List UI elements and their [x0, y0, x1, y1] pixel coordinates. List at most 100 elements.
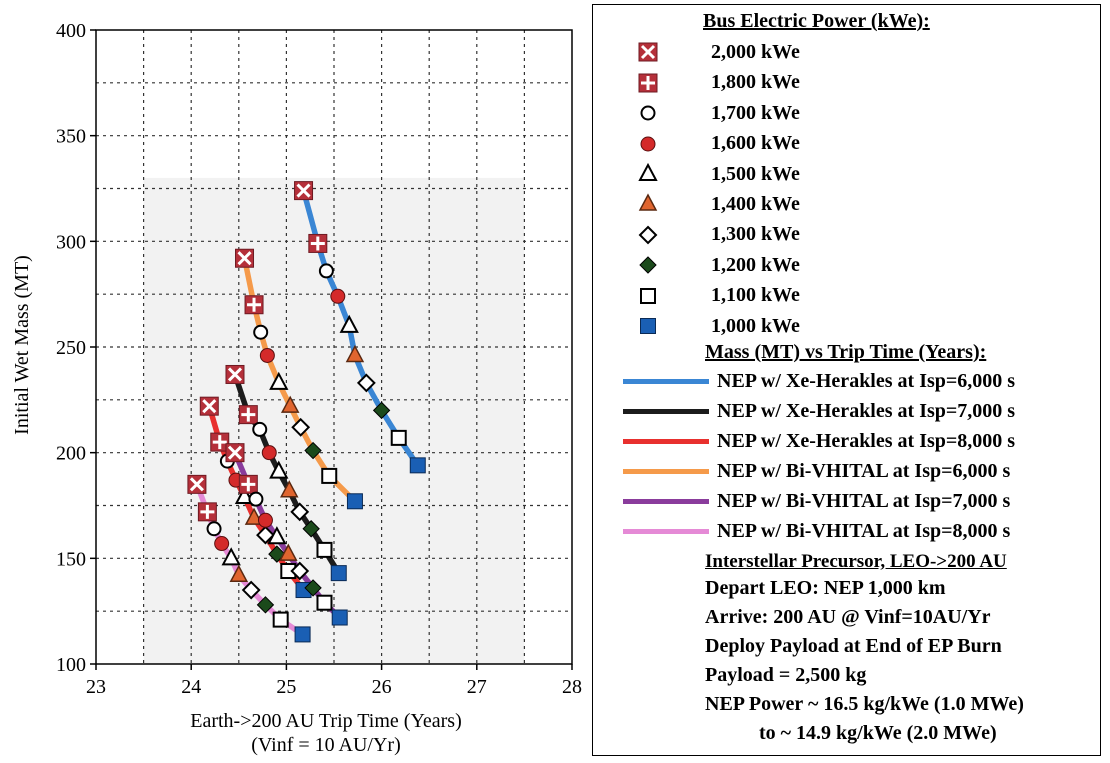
point-s5-10 — [331, 609, 348, 626]
point-s3-8 — [268, 545, 286, 563]
legend-marker — [638, 162, 658, 181]
legend-marker — [638, 42, 658, 62]
point-s1-8 — [372, 401, 391, 420]
legend-line-swatch — [623, 528, 709, 534]
legend-series-3: NEP w/ Xe-Herakles at Isp=8,000 s — [623, 429, 1015, 453]
note-power-1: NEP Power ~ 16.5 kg/kWe (1.0 MWe) — [705, 693, 1024, 715]
legend-item-1700-kwe: 1,700 kWe — [633, 101, 800, 125]
y-tick-label: 350 — [56, 126, 86, 148]
legend-marker-icon — [638, 225, 658, 245]
y-tick-label: 300 — [56, 231, 86, 253]
point-s6-4 — [214, 536, 230, 552]
data-points — [187, 181, 426, 643]
legend-marker — [638, 193, 658, 212]
point-s6-8 — [256, 596, 275, 614]
x-tick-label: 24 — [181, 676, 201, 698]
note-arrive: Arrive: 200 AU @ Vinf=10AU/Yr — [705, 606, 991, 628]
point-s5-8 — [304, 579, 322, 597]
point-s2-6 — [280, 480, 299, 498]
legend-label: 2,000 kWe — [711, 40, 800, 63]
point-s4-9 — [321, 467, 338, 484]
series-legend-title: Mass (MT) vs Trip Time (Years): — [705, 341, 987, 363]
point-s1-9 — [390, 429, 407, 446]
x-tick-label: 28 — [562, 676, 582, 698]
legend-marker — [640, 136, 656, 152]
point-s6-10 — [294, 626, 311, 643]
y-tick-label: 150 — [56, 548, 86, 570]
legend-series-label: NEP w/ Xe-Herakles at Isp=6,000 s — [717, 369, 1016, 392]
point-s1-4 — [330, 288, 346, 304]
point-s4-3 — [253, 324, 269, 340]
legend-line-swatch — [623, 378, 709, 384]
point-s1-10 — [409, 457, 426, 474]
legend-series-5: NEP w/ Bi-VHITAL at Isp=7,000 s — [623, 489, 1010, 513]
legend-series-label: NEP w/ Bi-VHITAL at Isp=7,000 s — [717, 489, 1011, 512]
legend-series-6: NEP w/ Bi-VHITAL at Isp=8,000 s — [623, 519, 1010, 543]
legend-label: 1,300 kWe — [711, 223, 800, 246]
series-line-4 — [241, 255, 358, 505]
point-s4-1 — [235, 248, 255, 268]
point-s2-9 — [316, 541, 333, 558]
legend-series-label: NEP w/ Bi-VHITAL at Isp=6,000 s — [717, 459, 1011, 482]
point-s2-3 — [252, 421, 268, 437]
point-s5-7 — [290, 561, 310, 581]
legend-line-swatch — [623, 438, 709, 444]
legend-marker-icon — [640, 105, 656, 121]
x-axis-title: Earth->200 AU Trip Time (Years) — [190, 710, 462, 732]
chart-area: 23 24 25 26 27 28 100 150 200 250 300 350 400 Earth-… — [11, 20, 582, 756]
point-s4-4 — [259, 347, 275, 363]
legend-marker — [638, 73, 658, 93]
point-s6-1 — [187, 474, 207, 494]
legend-label: 1,000 kWe — [711, 314, 800, 337]
x-tick-label: 26 — [372, 676, 392, 698]
point-s2-4 — [261, 445, 277, 461]
x-tick-label: 25 — [276, 676, 296, 698]
legend-line-swatch — [623, 498, 709, 504]
point-s6-5 — [221, 547, 241, 566]
point-s5-1 — [225, 443, 245, 463]
notes-title: Interstellar Precursor, LEO->200 AU — [705, 551, 1007, 572]
point-s5-6 — [279, 543, 298, 561]
legend-marker-icon — [640, 136, 656, 152]
point-s4-5 — [269, 371, 289, 390]
point-s6-2 — [197, 502, 217, 522]
point-s4-2 — [244, 295, 264, 315]
legend-label: 1,400 kWe — [711, 192, 800, 215]
point-s1-2 — [308, 233, 328, 253]
point-s5-2 — [238, 474, 258, 494]
legend-series-label: NEP w/ Xe-Herakles at Isp=8,000 s — [717, 429, 1016, 452]
plot-shading — [143, 177, 525, 664]
legend-marker-icon — [638, 162, 658, 181]
legend-marker-icon — [640, 318, 656, 334]
point-s1-1 — [294, 181, 314, 201]
point-s1-5 — [339, 314, 359, 333]
point-s1-7 — [356, 373, 376, 393]
point-s2-5 — [269, 460, 289, 479]
legend-item-1800-kwe: 1,800 kWe — [633, 70, 800, 94]
point-s6-6 — [229, 564, 249, 582]
point-s2-2 — [238, 405, 258, 425]
legend-marker — [640, 318, 656, 334]
point-s2-8 — [302, 520, 320, 538]
legend-marker-icon — [638, 193, 658, 212]
note-deploy: Deploy Payload at End of EP Burn — [705, 635, 1002, 657]
point-s1-6 — [345, 344, 365, 363]
legend-marker-icon — [640, 287, 656, 304]
legend-label: 1,500 kWe — [711, 162, 800, 185]
point-s6-7 — [241, 580, 261, 600]
y-axis-title: Initial Wet Mass (MT) — [11, 255, 33, 435]
legend-label: 1,700 kWe — [711, 101, 800, 124]
legend-series-label: NEP w/ Bi-VHITAL at Isp=8,000 s — [717, 519, 1011, 542]
legend-line-swatch — [623, 468, 709, 474]
point-s4-10 — [346, 493, 363, 510]
legend-marker-icon — [638, 42, 658, 62]
x-axis-subtitle: (Vinf = 10 AU/Yr) — [251, 734, 401, 756]
point-s1-3 — [318, 263, 334, 279]
y-tick-label: 100 — [56, 654, 86, 676]
legend-series-2: NEP w/ Xe-Herakles at Isp=7,000 s — [623, 399, 1015, 423]
legend-marker-icon — [639, 256, 657, 274]
y-tick-label: 250 — [56, 337, 86, 359]
legend-line-swatch — [623, 408, 709, 414]
point-s2-7 — [290, 502, 310, 522]
legend-item-2000-kwe: 2,000 kWe — [633, 40, 800, 64]
